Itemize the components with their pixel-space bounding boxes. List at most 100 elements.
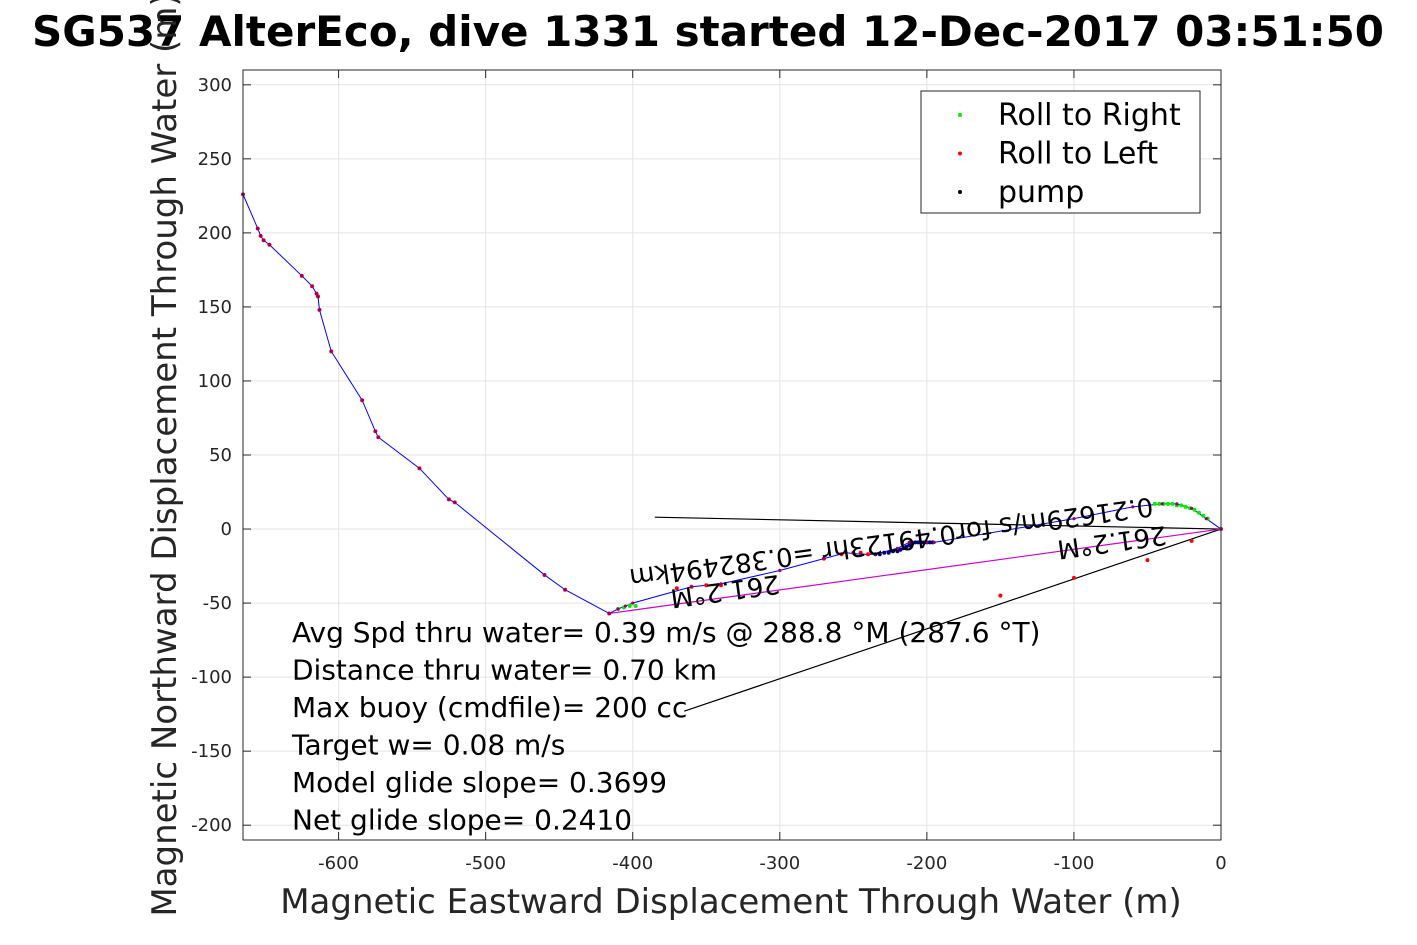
- track-vertex: [932, 540, 936, 544]
- pump-point: [916, 540, 921, 545]
- track-vertex: [844, 551, 848, 555]
- roll-right-point: [633, 604, 638, 609]
- roll-left-point: [1189, 538, 1194, 543]
- track-vertex: [267, 243, 272, 247]
- pump-point: [921, 540, 926, 545]
- track-vertex: [719, 582, 723, 586]
- track-vertex: [329, 349, 333, 353]
- x-tick-label: -200: [906, 853, 947, 874]
- annotation-line: Distance thru water= 0.70 km: [292, 654, 717, 687]
- pump-point: [891, 549, 896, 554]
- x-tick-label: -100: [1054, 853, 1095, 874]
- roll-left-point: [1071, 575, 1076, 580]
- pump-point: [882, 550, 887, 555]
- y-tick-label: 200: [198, 223, 232, 244]
- annotation-block: Avg Spd thru water= 0.39 m/s @ 288.8 °M …: [291, 616, 1040, 837]
- pump-point: [877, 552, 882, 557]
- track-vertex: [447, 497, 451, 502]
- roll-left-point: [866, 552, 871, 557]
- x-tick-labels: -600 -500 -400 -300 -200 -100 0: [318, 853, 1227, 874]
- y-tick-label: 150: [198, 297, 232, 318]
- y-tick-label: 300: [198, 75, 232, 96]
- annotation-line: Target w= 0.08 m/s: [291, 729, 565, 762]
- track-vertex: [314, 291, 319, 296]
- x-tick-label: -600: [318, 853, 359, 874]
- y-tick-label: 250: [198, 149, 232, 170]
- x-axis-label: Magnetic Eastward Displacement Through W…: [280, 882, 1182, 922]
- roll-left-point: [839, 552, 844, 557]
- roll-right-point: [1166, 501, 1171, 506]
- pump-point: [927, 540, 932, 545]
- track-vertex: [895, 546, 900, 550]
- annotation-line: Model glide slope= 0.3699: [292, 766, 667, 799]
- track-vertex: [859, 552, 863, 556]
- annotation-line: Max buoy (cmdfile)= 200 cc: [292, 691, 687, 724]
- roll-right-point: [1201, 513, 1206, 518]
- legend-marker: [958, 190, 962, 194]
- roll-right-point: [1192, 507, 1197, 512]
- track-vertex: [1072, 517, 1076, 521]
- current-arrow: [654, 516, 1222, 530]
- legend-marker: [958, 113, 962, 117]
- track-vertex: [417, 466, 422, 470]
- track-vertex: [631, 601, 635, 605]
- roll-right-point: [1179, 503, 1184, 508]
- track-vertex: [689, 585, 694, 589]
- roll-right-point: [1196, 510, 1201, 515]
- y-tick-label: -200: [191, 815, 232, 836]
- x-tick-label: 0: [1215, 853, 1226, 874]
- track-vertex: [300, 274, 304, 278]
- track-vertex: [873, 552, 877, 556]
- roll-right-point: [1170, 501, 1175, 506]
- roll-left-point: [674, 586, 679, 591]
- track-vertex: [907, 540, 911, 544]
- y-tick-label: -50: [203, 593, 232, 614]
- track-vertex: [1131, 505, 1135, 509]
- track-vertex: [317, 308, 322, 312]
- track-vertex: [623, 604, 627, 608]
- track-vertex: [453, 500, 457, 504]
- pump-point: [918, 540, 923, 545]
- track-vertex: [310, 284, 314, 288]
- y-tick-label: 100: [198, 371, 232, 392]
- track-vertex: [376, 435, 380, 439]
- y-tick-label: 0: [221, 519, 232, 540]
- roll-left-point: [851, 550, 856, 555]
- chart-title: SG537 AlterEco, dive 1331 started 12-Dec…: [32, 7, 1384, 56]
- track-vertex: [925, 540, 929, 544]
- pump-point: [886, 550, 891, 555]
- track-vertex: [778, 568, 782, 573]
- track-vertex: [1189, 506, 1194, 510]
- x-tick-label: -500: [465, 853, 506, 874]
- roll-left-point: [1145, 558, 1150, 563]
- y-tick-label: -100: [191, 667, 232, 688]
- magenta-vector: [609, 528, 1222, 615]
- roll-right-point: [627, 604, 632, 609]
- legend-label: pump: [998, 175, 1084, 210]
- drift-line: [684, 528, 1222, 712]
- y-tick-label: -150: [191, 741, 232, 762]
- track-vertex: [316, 294, 320, 299]
- track-vertex: [259, 234, 263, 238]
- pump-point: [898, 547, 903, 552]
- track-vertex: [542, 573, 547, 577]
- roll-right-point: [1183, 504, 1188, 509]
- roll-right-point: [1157, 501, 1162, 506]
- annotation-line: Net glide slope= 0.2410: [292, 804, 632, 837]
- legend-marker: [958, 151, 962, 156]
- track-vertex: [822, 557, 826, 561]
- roll-left-point: [704, 583, 709, 588]
- track-vertex: [1160, 502, 1164, 506]
- x-tick-label: -400: [612, 853, 653, 874]
- y-axis-label: Magnetic Northward Displacement Through …: [145, 0, 185, 917]
- track-vertex: [1204, 517, 1208, 521]
- track-vertex: [1175, 502, 1179, 506]
- roll-right-point: [1152, 501, 1157, 506]
- x-tick-label: -300: [759, 853, 800, 874]
- legend-box: [920, 90, 1201, 214]
- legend-label: Roll to Right: [998, 98, 1181, 133]
- y-tick-label: 50: [209, 445, 232, 466]
